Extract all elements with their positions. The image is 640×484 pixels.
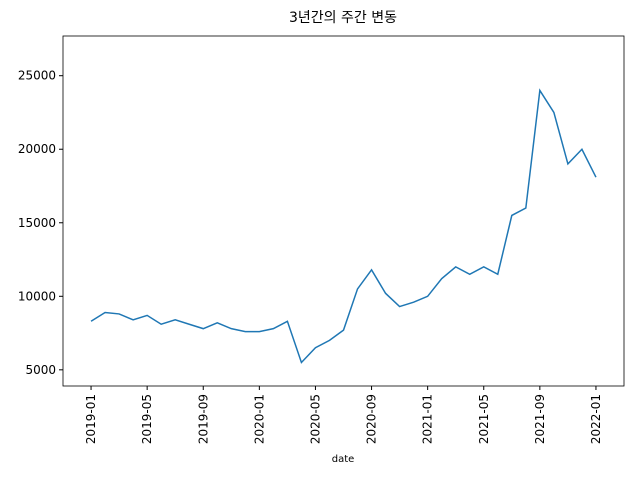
x-tick-label: 2021-01 xyxy=(421,394,435,444)
plot-frame xyxy=(62,35,625,387)
x-tick-label: 2020-01 xyxy=(252,394,266,444)
x-tick-label: 2019-01 xyxy=(84,394,98,444)
y-tick-label: 15000 xyxy=(18,216,56,230)
x-axis-label: date xyxy=(332,454,355,465)
data-line xyxy=(90,88,597,364)
x-tick-label: 2020-09 xyxy=(365,394,379,444)
y-tick-label: 5000 xyxy=(25,363,56,377)
y-tick-label: 20000 xyxy=(18,142,56,156)
x-tick-label: 2019-05 xyxy=(140,394,154,444)
x-tick-label: 2019-09 xyxy=(196,394,210,444)
y-tick-label: 10000 xyxy=(18,289,56,303)
chart-title: 3년간의 주간 변동 xyxy=(289,10,397,26)
y-tick-label: 25000 xyxy=(18,69,56,83)
x-tick-label: 2020-05 xyxy=(308,394,322,444)
x-tick-label: 2021-09 xyxy=(533,394,547,444)
x-tick-label: 2021-05 xyxy=(477,394,491,444)
x-tick-label: 2022-01 xyxy=(589,394,603,444)
